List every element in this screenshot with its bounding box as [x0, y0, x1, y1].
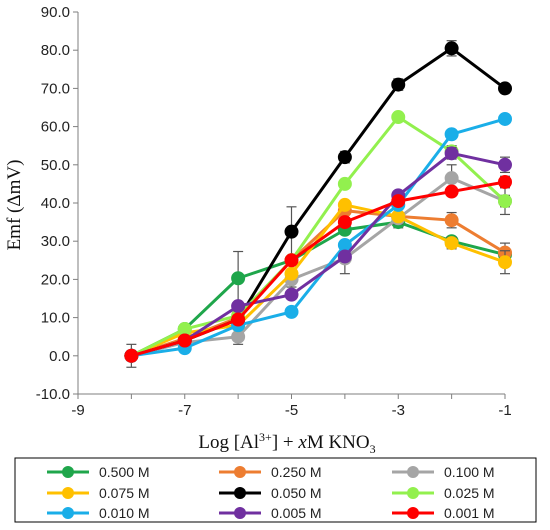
data-point	[391, 77, 406, 92]
data-point	[177, 333, 192, 348]
data-point	[337, 249, 352, 264]
legend-label: 0.500 M	[99, 464, 150, 480]
legend-label: 0.075 M	[99, 485, 150, 501]
data-point	[391, 194, 406, 209]
data-point	[337, 150, 352, 165]
legend-swatch-marker	[62, 466, 74, 478]
x-tick-label: -5	[285, 402, 298, 419]
y-tick-label: -10.0	[36, 386, 70, 403]
legend-swatch-marker	[234, 507, 246, 519]
data-point	[498, 174, 512, 189]
y-tick-label: 0.0	[49, 348, 70, 365]
legend-swatch-marker	[407, 487, 419, 499]
data-point	[498, 157, 512, 172]
legend: 0.500 M 0.250 M 0.100 M 0.075 M 0.050 M 0.025…	[14, 457, 537, 523]
data-point	[337, 176, 352, 191]
legend-item: 0.075 M	[47, 485, 150, 501]
data-point	[498, 255, 512, 270]
legend-item: 0.050 M	[219, 485, 322, 501]
legend-label: 0.005 M	[271, 505, 322, 521]
y-axis-title: Emf (ΔmV)	[4, 160, 25, 251]
series-line	[131, 117, 506, 358]
data-point	[284, 224, 299, 239]
x-tick-label: -9	[71, 402, 84, 419]
legend-swatch-marker	[407, 466, 419, 478]
legend-item: 0.100 M	[392, 464, 495, 480]
legend-item: 0.005 M	[219, 505, 322, 521]
y-tick-label: 60.0	[41, 119, 70, 136]
data-point	[337, 215, 352, 230]
legend-label: 0.250 M	[271, 464, 322, 480]
legend-label: 0.025 M	[444, 485, 495, 501]
series-line	[130, 180, 506, 358]
legend-label: 0.001 M	[444, 505, 495, 521]
legend-swatch-marker	[407, 507, 419, 519]
data-point	[498, 81, 512, 96]
y-tick-label: 30.0	[41, 233, 70, 250]
data-point	[444, 146, 459, 161]
series-0-050-M	[124, 40, 512, 363]
data-point	[444, 171, 459, 186]
x-axis-title: Log [Al3+] + xM KNO3	[198, 430, 375, 456]
legend-box	[14, 457, 537, 523]
data-point	[391, 110, 406, 125]
data-point	[124, 348, 139, 363]
data-point	[284, 253, 299, 268]
data-point	[498, 111, 512, 126]
y-tick-label: 40.0	[41, 195, 70, 212]
legend-item: 0.025 M	[392, 485, 495, 501]
x-tick-label: -3	[392, 402, 405, 419]
series-line	[131, 176, 506, 358]
data-point	[284, 266, 299, 281]
series-line	[130, 151, 506, 358]
y-tick-label: 20.0	[41, 271, 70, 288]
series-0-001-M	[124, 174, 512, 363]
legend-label: 0.010 M	[99, 505, 150, 521]
data-point	[444, 236, 459, 251]
y-tick-label: 10.0	[41, 310, 70, 327]
data-point	[498, 194, 512, 209]
data-point	[284, 304, 299, 319]
data-point	[444, 213, 459, 228]
data-point	[231, 299, 246, 314]
x-tick-label: -7	[178, 402, 191, 419]
data-point	[284, 287, 299, 302]
legend-item: 0.250 M	[219, 464, 322, 480]
legend-item: 0.500 M	[47, 464, 150, 480]
legend-label: 0.100 M	[444, 464, 495, 480]
y-tick-label: 90.0	[41, 4, 70, 21]
y-tick-label: 70.0	[41, 80, 70, 97]
legend-label: 0.050 M	[271, 485, 322, 501]
data-point	[337, 197, 352, 212]
y-tick-label: 50.0	[41, 157, 70, 174]
legend-item: 0.001 M	[392, 505, 495, 521]
data-point	[444, 41, 459, 56]
data-point	[231, 312, 246, 327]
series-layer	[124, 40, 512, 368]
legend-swatch-marker	[234, 487, 246, 499]
data-point	[444, 127, 459, 142]
legend-swatch-marker	[62, 507, 74, 519]
series-line	[130, 203, 506, 358]
data-point	[444, 184, 459, 199]
legend-item: 0.010 M	[47, 505, 150, 521]
legend-swatch-marker	[234, 466, 246, 478]
axes: -10.0 0.0 10.0 20.0 30.0 40.0 50.0 60.0 70.0 80.0…	[36, 4, 512, 419]
x-tick-label: -1	[498, 402, 511, 419]
series-line	[130, 46, 506, 358]
legend-swatch-marker	[62, 487, 74, 499]
data-point	[231, 271, 246, 286]
y-tick-label: 80.0	[41, 42, 70, 59]
